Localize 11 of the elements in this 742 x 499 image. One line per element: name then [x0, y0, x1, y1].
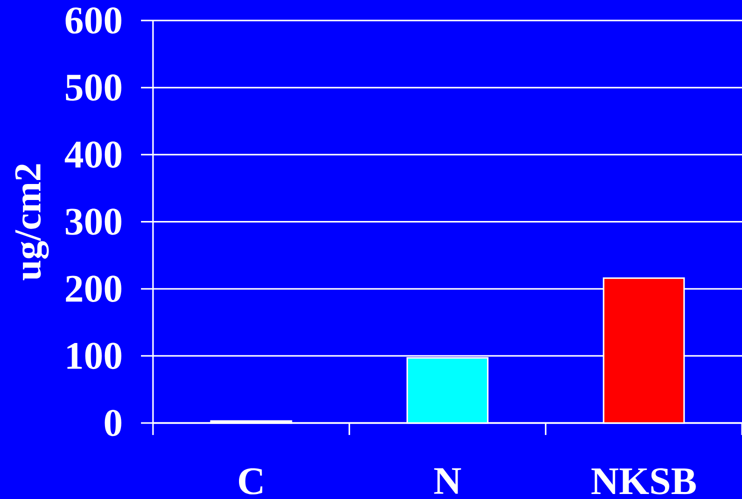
x-tick-label: C: [238, 468, 262, 494]
y-tick-label: 100: [67, 342, 122, 370]
y-tick-label: 300: [66, 208, 122, 235]
y-tick-label: 0: [104, 410, 122, 436]
x-tick-label: N: [434, 468, 462, 494]
x-tick-label: NKSB: [591, 468, 696, 494]
y-tick-label: 200: [66, 276, 122, 302]
y-tick-label: 500: [66, 74, 122, 101]
y-axis-title: ug/cm2: [15, 164, 49, 280]
y-tick-label: 600: [66, 7, 122, 34]
y-tick-label: 400: [64, 142, 122, 168]
